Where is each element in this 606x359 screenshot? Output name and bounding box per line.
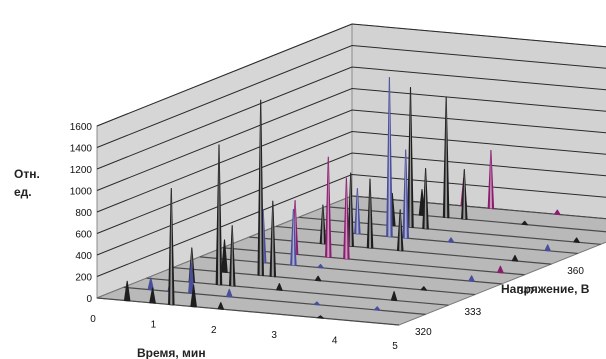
y-tick-label: 400	[75, 251, 92, 262]
peak-highlight	[369, 179, 372, 248]
x-axis-title: Время, мин	[137, 346, 206, 359]
peak	[190, 284, 197, 308]
series-baseline	[146, 277, 449, 306]
peak	[497, 265, 504, 274]
peak	[226, 288, 233, 298]
peak-highlight	[356, 188, 359, 234]
peak	[217, 302, 225, 310]
peak-highlight	[399, 209, 402, 251]
peak	[468, 275, 475, 282]
y-axis-title-line-1: Отн.	[14, 167, 40, 181]
x-tick-label: 2	[211, 325, 217, 336]
series-320	[96, 187, 400, 326]
y-tick-label: 1200	[70, 165, 93, 176]
peak	[147, 277, 155, 291]
peak	[390, 291, 398, 302]
series-380	[325, 96, 606, 233]
series-baseline	[96, 297, 400, 326]
series-360	[249, 172, 552, 265]
y-tick-label: 800	[75, 208, 92, 219]
peak	[149, 287, 156, 304]
peak	[447, 237, 455, 243]
y-tick-labels: 0 200 400 600 800 1000 1200 1400 1600	[70, 122, 93, 305]
peak-highlight	[327, 157, 330, 258]
peak	[188, 262, 195, 295]
z-tick-label: 347	[518, 286, 535, 297]
peak	[317, 263, 324, 269]
peak-highlight	[489, 150, 492, 209]
gridline	[96, 109, 606, 213]
peak	[511, 254, 519, 262]
peak	[521, 220, 528, 226]
peak-highlight	[424, 168, 427, 229]
series-baseline	[325, 206, 606, 233]
y-tick-label: 1000	[70, 187, 93, 198]
z-tick-label: 320	[415, 327, 432, 338]
x-tick-label: 0	[90, 314, 96, 325]
y-tick-label: 0	[86, 294, 92, 305]
x-tick-label: 5	[392, 341, 398, 352]
x-tick-labels: 0 1 2 3 4 5	[90, 314, 398, 352]
peak	[123, 280, 131, 302]
gridline	[96, 173, 606, 277]
chart-series-layer	[96, 76, 606, 326]
peak	[573, 237, 580, 243]
y-tick-label: 1600	[70, 122, 93, 133]
peak	[317, 315, 324, 319]
z-tick-label: 333	[464, 307, 481, 318]
y-tick-label: 600	[75, 230, 92, 241]
x-tick-label: 3	[271, 330, 277, 341]
gridline	[96, 130, 606, 234]
peak	[554, 209, 561, 216]
peak-highlight	[292, 209, 295, 266]
z-axis-title: Напряжение, В	[501, 282, 590, 296]
peak-highlight	[409, 87, 412, 228]
peak-highlight	[170, 188, 173, 305]
peak	[221, 239, 228, 273]
gridline	[96, 23, 606, 127]
x-tick-label: 1	[151, 319, 157, 330]
gridline	[96, 44, 606, 148]
peak-highlight	[388, 77, 391, 237]
gridline	[96, 152, 606, 256]
z-tick-labels: 320333347360373387	[415, 266, 584, 338]
y-axis-title-line-2: ед.	[14, 185, 32, 199]
peak-highlight	[259, 100, 262, 276]
peak-highlight	[271, 201, 274, 277]
peak-highlight	[404, 149, 407, 239]
series-340	[173, 99, 476, 296]
peak-highlight	[463, 169, 466, 220]
peak-highlight	[345, 178, 348, 259]
peak	[420, 286, 428, 291]
gridline	[96, 66, 606, 170]
peak	[314, 275, 322, 282]
peak	[313, 301, 321, 306]
peak-highlight	[321, 205, 324, 244]
peak-highlight	[231, 225, 234, 286]
y-tick-label: 1400	[70, 144, 93, 155]
y-tick-label: 200	[75, 273, 92, 284]
gridline	[96, 87, 606, 191]
peak-highlight	[217, 144, 220, 285]
x-tick-label: 4	[332, 336, 338, 347]
peak	[544, 244, 551, 252]
series-baseline	[199, 256, 502, 285]
peak-highlight	[349, 173, 352, 247]
z-tick-label: 360	[567, 266, 584, 277]
peak	[276, 283, 283, 291]
series-baseline	[351, 195, 606, 220]
peak-highlight	[445, 97, 448, 218]
peak	[374, 306, 381, 311]
